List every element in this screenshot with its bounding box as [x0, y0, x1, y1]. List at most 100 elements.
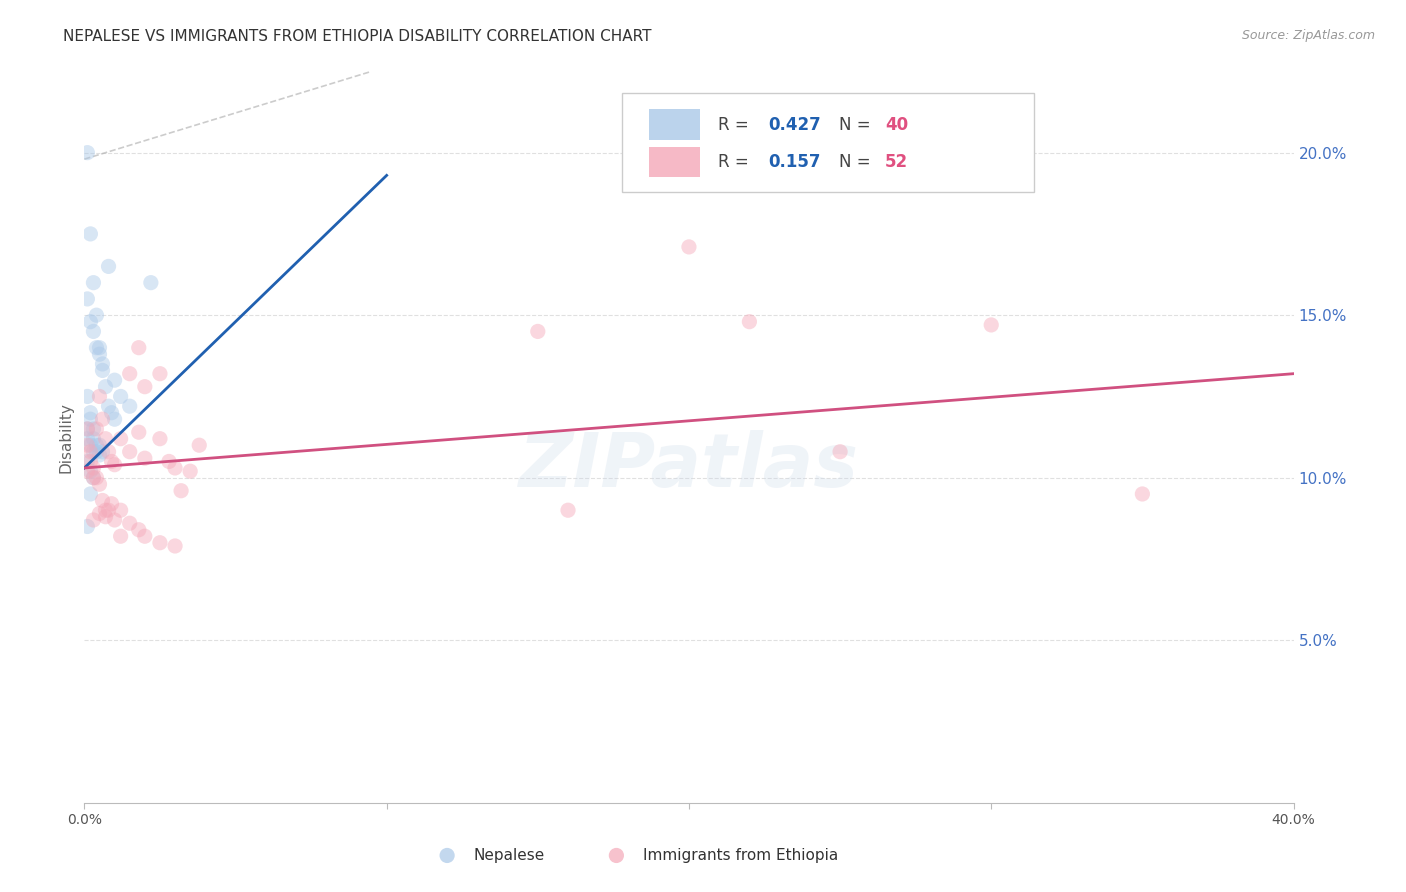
Point: [94, 432, 117, 446]
Point: [79, 438, 101, 452]
Point: [82, 513, 104, 527]
Point: [89, 389, 111, 403]
Point: [104, 513, 127, 527]
Point: [149, 432, 172, 446]
Point: [118, 516, 141, 531]
Point: [89, 341, 111, 355]
Point: [79, 315, 101, 329]
Point: [82, 471, 104, 485]
Text: 0.427: 0.427: [769, 116, 821, 134]
Bar: [650, 146, 700, 178]
Point: [188, 438, 211, 452]
Point: [100, 406, 122, 420]
Point: [76, 292, 98, 306]
Point: [134, 380, 156, 394]
Text: Source: ZipAtlas.com: Source: ZipAtlas.com: [1241, 29, 1375, 42]
Point: [165, 539, 187, 553]
Point: [1130, 487, 1153, 501]
Point: [94, 503, 117, 517]
Point: [86, 308, 108, 322]
Point: [128, 341, 150, 355]
Text: 52: 52: [884, 153, 908, 171]
Text: R =: R =: [718, 116, 754, 134]
Point: [82, 471, 104, 485]
Text: R =: R =: [718, 153, 754, 171]
Point: [104, 458, 127, 472]
Point: [110, 503, 132, 517]
Point: [149, 367, 172, 381]
Point: [76, 519, 98, 533]
Point: [79, 454, 101, 468]
Point: [89, 347, 111, 361]
Point: [79, 464, 101, 478]
Point: [76, 432, 98, 446]
Point: [89, 477, 111, 491]
Point: [97, 399, 120, 413]
Point: [104, 373, 127, 387]
Point: [118, 399, 141, 413]
Text: N =: N =: [839, 116, 876, 134]
Point: [89, 448, 111, 462]
Point: [94, 509, 117, 524]
Point: [79, 227, 101, 241]
Point: [76, 422, 98, 436]
Point: [139, 276, 162, 290]
Point: [91, 363, 114, 377]
Point: [79, 412, 101, 426]
Point: [91, 412, 114, 426]
Text: N =: N =: [839, 153, 876, 171]
Point: [980, 318, 1002, 332]
Point: [91, 493, 114, 508]
Point: [118, 367, 141, 381]
Point: [91, 444, 114, 458]
Bar: [650, 110, 700, 140]
Point: [527, 325, 550, 339]
Point: [86, 438, 108, 452]
Point: [76, 454, 98, 468]
Point: [97, 444, 120, 458]
Point: [89, 507, 111, 521]
Text: Nepalese: Nepalese: [474, 848, 546, 863]
Point: [110, 432, 132, 446]
Point: [157, 454, 180, 468]
Point: [79, 444, 101, 458]
Point: [110, 529, 132, 543]
Point: [170, 483, 193, 498]
Point: [79, 487, 101, 501]
Text: NEPALESE VS IMMIGRANTS FROM ETHIOPIA DISABILITY CORRELATION CHART: NEPALESE VS IMMIGRANTS FROM ETHIOPIA DIS…: [63, 29, 652, 44]
Point: [100, 454, 122, 468]
Point: [738, 315, 761, 329]
Text: Immigrants from Ethiopia: Immigrants from Ethiopia: [643, 848, 838, 863]
Point: [82, 461, 104, 475]
Point: [76, 422, 98, 436]
Point: [86, 341, 108, 355]
Y-axis label: Disability: Disability: [58, 401, 73, 473]
Point: [91, 357, 114, 371]
Point: [128, 425, 150, 440]
Point: [82, 276, 104, 290]
Point: [110, 389, 132, 403]
Point: [104, 412, 127, 426]
Point: [86, 422, 108, 436]
Point: [82, 432, 104, 446]
Point: [97, 260, 120, 274]
Point: [128, 523, 150, 537]
Point: [100, 497, 122, 511]
Point: [76, 145, 98, 160]
Point: [82, 325, 104, 339]
Point: [76, 464, 98, 478]
Point: [82, 422, 104, 436]
Point: [830, 444, 852, 458]
Text: 40: 40: [884, 116, 908, 134]
Point: [179, 464, 201, 478]
Point: [165, 461, 187, 475]
Point: [86, 444, 108, 458]
Point: [82, 444, 104, 458]
Text: ZIPatlas: ZIPatlas: [519, 430, 859, 503]
Point: [79, 406, 101, 420]
Point: [678, 240, 700, 254]
Point: [97, 503, 120, 517]
Point: [134, 451, 156, 466]
Point: [94, 380, 117, 394]
Point: [557, 503, 579, 517]
